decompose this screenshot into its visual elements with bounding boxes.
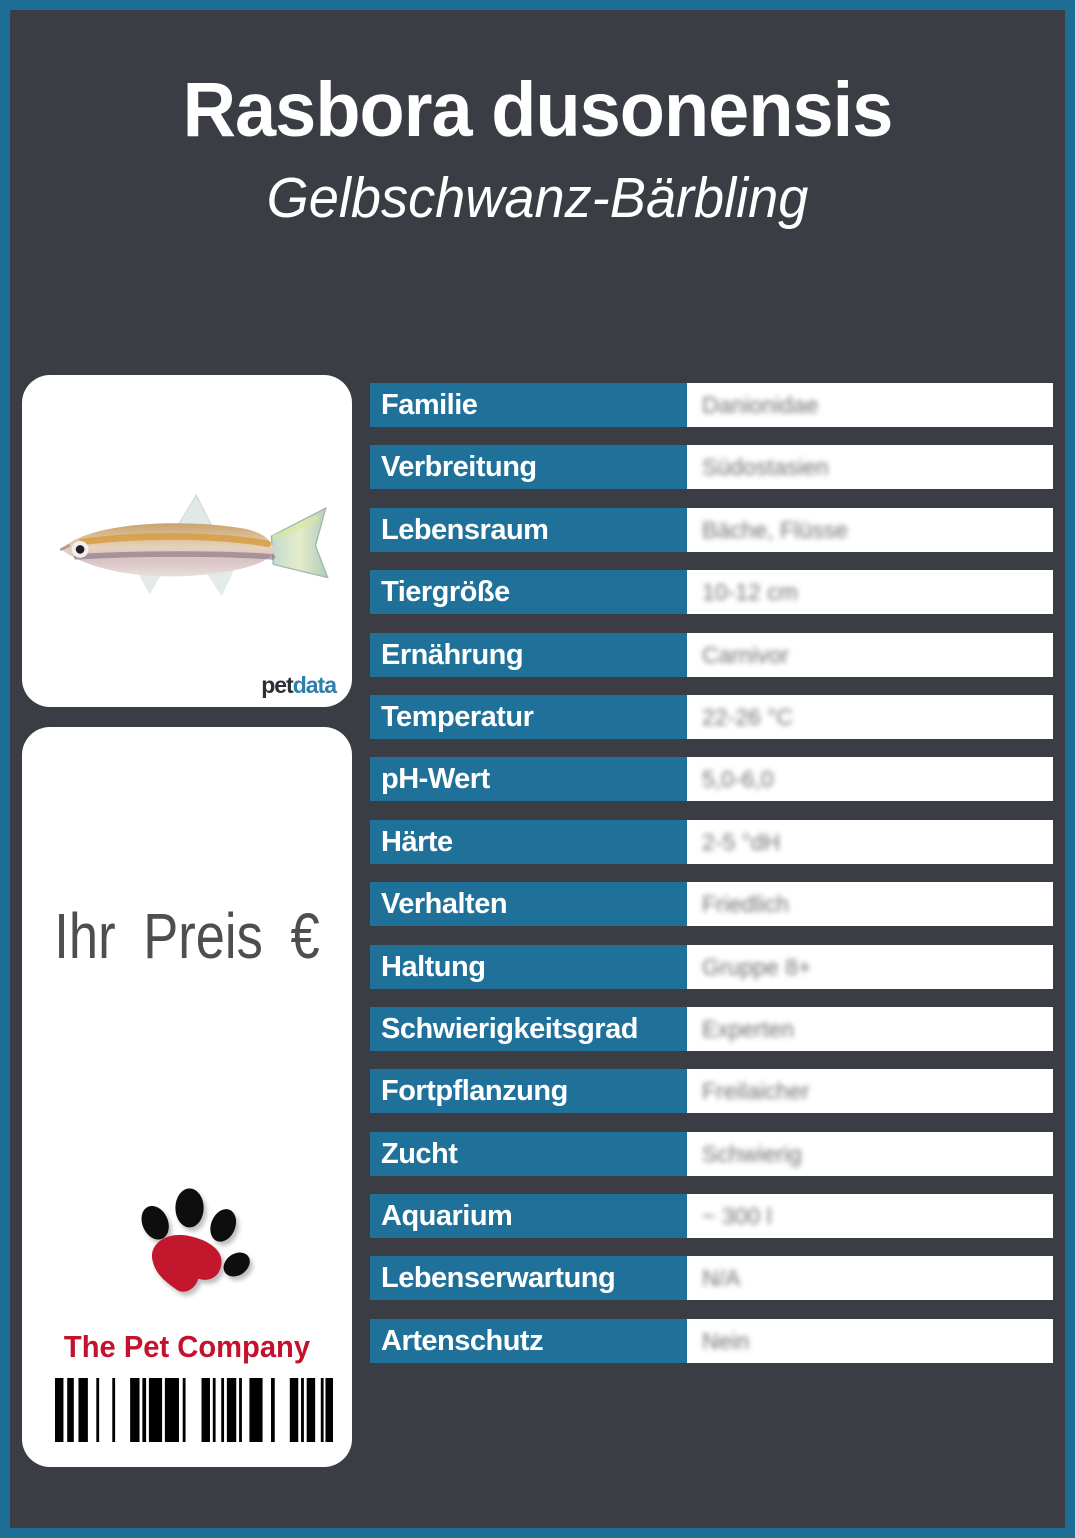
- fish-image: [59, 494, 329, 597]
- table-row: Artenschutz Nein: [370, 1318, 1053, 1363]
- attribute-value: ~ 300 l: [687, 1194, 1053, 1239]
- table-row: Verbreitung Südostasien: [370, 445, 1053, 490]
- table-row: Lebenserwartung N/A: [370, 1256, 1053, 1301]
- attribute-value-text: Friedlich: [702, 891, 789, 918]
- attribute-label: Ernährung: [370, 632, 687, 677]
- price-label: Ihr Preis €: [54, 900, 320, 972]
- table-row: Zucht Schwierig: [370, 1131, 1053, 1176]
- petdata-logo-data: data: [292, 672, 337, 698]
- attribute-value: 5,0-6,0: [687, 757, 1053, 802]
- attribute-value: Danionidae: [687, 383, 1053, 427]
- petdata-logo-pet: pet: [261, 672, 293, 698]
- attribute-label: Lebenserwartung: [370, 1256, 687, 1301]
- attribute-value-text: Bäche, Flüsse: [702, 516, 848, 543]
- attribute-value-text: 22-26 °C: [702, 703, 794, 730]
- attribute-label: Härte: [370, 819, 687, 864]
- attribute-value: Freilaicher: [687, 1069, 1053, 1114]
- table-row: Lebensraum Bäche, Flüsse: [370, 507, 1053, 552]
- table-row: Tiergröße 10-12 cm: [370, 570, 1053, 615]
- table-row: Verhalten Friedlich: [370, 882, 1053, 927]
- attribute-value: Nein: [687, 1318, 1053, 1363]
- attribute-label: Fortpflanzung: [370, 1069, 687, 1114]
- table-row: pH-Wert 5,0-6,0: [370, 757, 1053, 802]
- attribute-value: Carnivor: [687, 632, 1053, 677]
- attribute-value: Südostasien: [687, 445, 1053, 490]
- attribute-value: N/A: [687, 1256, 1053, 1301]
- page-subtitle: Gelbschwanz-Bärbling: [266, 165, 809, 230]
- paw-icon: [140, 1188, 250, 1292]
- attribute-value: 10-12 cm: [687, 570, 1053, 615]
- table-row: Ernährung Carnivor: [370, 632, 1053, 677]
- attribute-value: 22-26 °C: [687, 694, 1053, 739]
- attribute-label: Schwierigkeitsgrad: [370, 1006, 687, 1051]
- attribute-label: Artenschutz: [370, 1318, 687, 1363]
- company-name: The Pet Company: [63, 1329, 311, 1364]
- attribute-label: Tiergröße: [370, 570, 687, 615]
- attribute-label: Temperatur: [370, 694, 687, 739]
- attribute-label: Verhalten: [370, 882, 687, 927]
- paw-logo-wrap: [22, 1185, 352, 1318]
- attribute-label: Haltung: [370, 944, 687, 989]
- table-row: Fortpflanzung Freilaicher: [370, 1069, 1053, 1114]
- attribute-value-text: Freilaicher: [702, 1078, 810, 1105]
- attribute-value-text: Carnivor: [702, 641, 789, 668]
- attribute-value: Schwierig: [687, 1131, 1053, 1176]
- attribute-label: Aquarium: [370, 1194, 687, 1239]
- attribute-value-text: 2-5 °dH: [702, 828, 781, 855]
- attribute-label: Familie: [370, 383, 687, 427]
- price-card: Ihr Preis € The Pet Company: [22, 727, 352, 1467]
- attribute-value-text: 10-12 cm: [702, 579, 798, 606]
- attribute-value: Bäche, Flüsse: [687, 507, 1053, 552]
- attribute-value-text: Danionidae: [702, 392, 819, 418]
- attribute-value: Gruppe 8+: [687, 944, 1053, 989]
- header: Rasbora dusonensis Gelbschwanz-Bärbling: [10, 68, 1065, 229]
- table-row: Schwierigkeitsgrad Experten: [370, 1006, 1053, 1051]
- attribute-value-text: Schwierig: [702, 1140, 802, 1167]
- table-row: Temperatur 22-26 °C: [370, 694, 1053, 739]
- attribute-value-text: Gruppe 8+: [702, 953, 812, 980]
- attribute-label: Lebensraum: [370, 507, 687, 552]
- barcode-wrap: [55, 1378, 333, 1447]
- table-row: Familie Danionidae: [370, 383, 1053, 427]
- fish-photo-card: petdata: [22, 375, 352, 707]
- attribute-value-text: Südostasien: [702, 454, 829, 481]
- table-row: Härte 2-5 °dH: [370, 819, 1053, 864]
- table-row: Haltung Gruppe 8+: [370, 944, 1053, 989]
- attribute-label: pH-Wert: [370, 757, 687, 802]
- attribute-value-text: ~ 300 l: [702, 1203, 772, 1230]
- attribute-value-text: N/A: [702, 1265, 741, 1292]
- attribute-value-text: 5,0-6,0: [702, 766, 774, 793]
- attribute-label: Zucht: [370, 1131, 687, 1176]
- attribute-value: 2-5 °dH: [687, 819, 1053, 864]
- petdata-logo: petdata: [261, 672, 337, 699]
- attribute-value-text: Nein: [702, 1327, 750, 1354]
- species-info-table: Familie Danionidae Verbreitung Südostasien L…: [370, 383, 1053, 1363]
- table-row: Aquarium ~ 300 l: [370, 1194, 1053, 1239]
- attribute-label: Verbreitung: [370, 445, 687, 490]
- page-title: Rasbora dusonensis: [182, 67, 894, 153]
- barcode: [55, 1378, 333, 1442]
- attribute-value-text: Experten: [702, 1015, 795, 1042]
- attribute-value: Experten: [687, 1006, 1053, 1051]
- attribute-value: Friedlich: [687, 882, 1053, 927]
